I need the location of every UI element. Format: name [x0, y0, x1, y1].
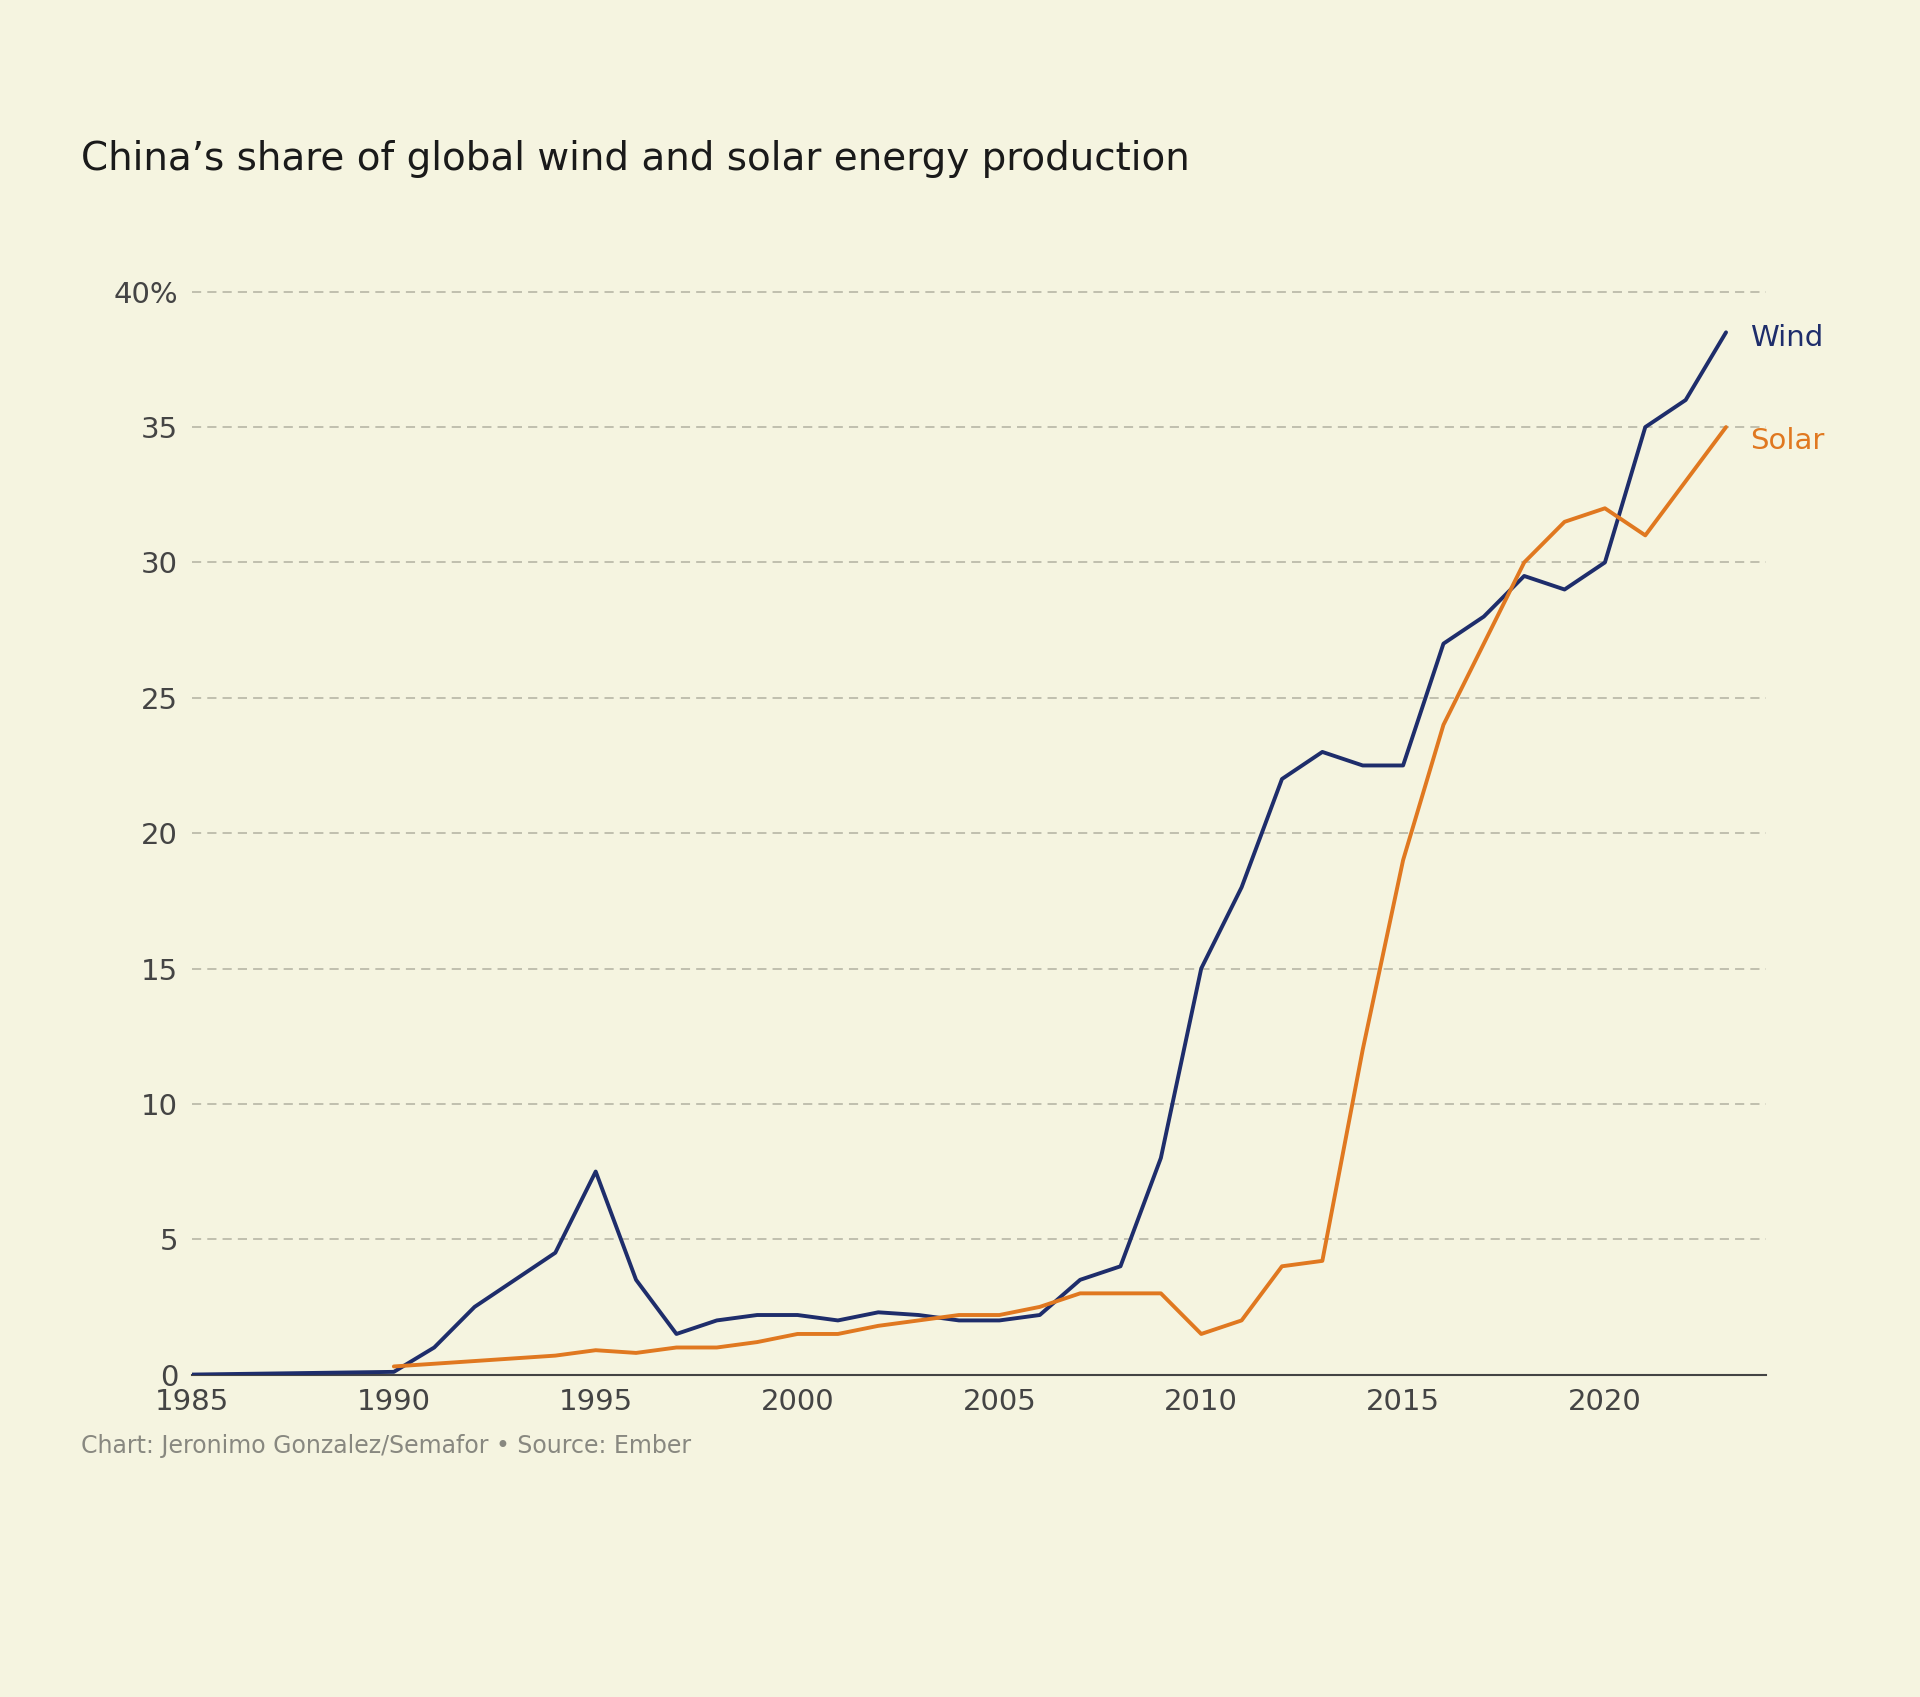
- Text: Chart: Jeronimo Gonzalez/Semafor • Source: Ember: Chart: Jeronimo Gonzalez/Semafor • Sourc…: [81, 1434, 691, 1458]
- Text: SEMAFOR: SEMAFOR: [148, 1554, 388, 1597]
- Text: Solar: Solar: [1751, 426, 1824, 455]
- Text: Wind: Wind: [1751, 324, 1824, 351]
- Text: China’s share of global wind and solar energy production: China’s share of global wind and solar e…: [81, 141, 1188, 178]
